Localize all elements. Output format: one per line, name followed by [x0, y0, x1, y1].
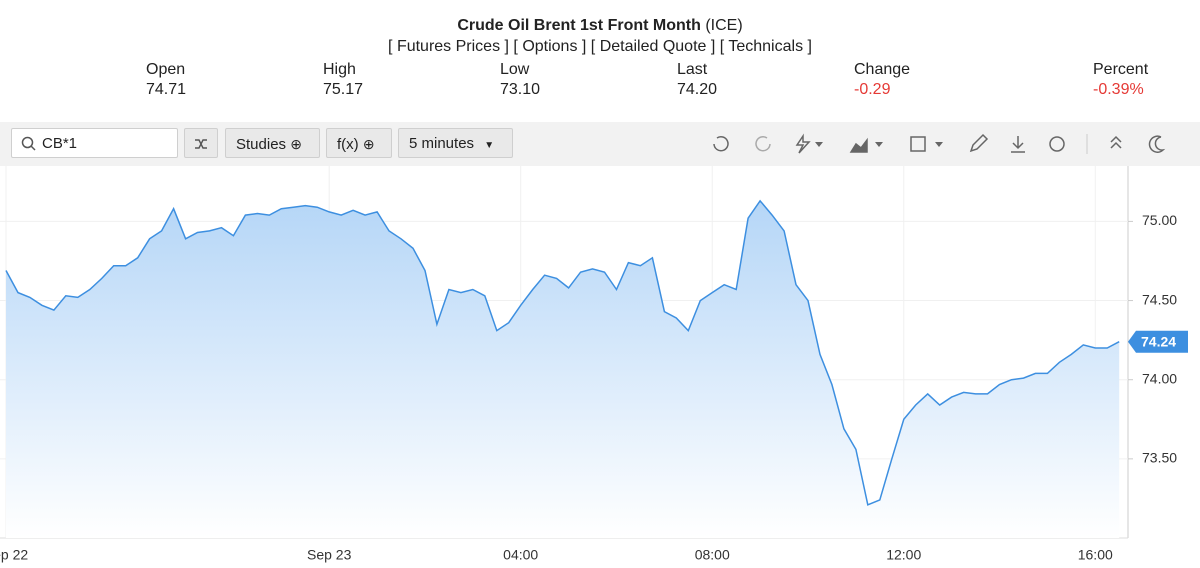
last-price-tag: [1128, 330, 1188, 353]
theme-icon[interactable]: [1148, 135, 1166, 153]
x-tick-label: 16:00: [1078, 547, 1113, 563]
function-button[interactable]: f(x) ⊕: [326, 128, 392, 158]
studies-button[interactable]: Studies ⊕: [225, 128, 320, 158]
y-tick-label: 74.00: [1142, 370, 1177, 386]
layout-icon[interactable]: [910, 136, 926, 152]
chart-type-icon[interactable]: [849, 137, 868, 153]
line: [5, 199, 1120, 506]
interval-button[interactable]: 5 minutes ▼: [398, 128, 513, 158]
last-price-label: 74.24: [1141, 333, 1176, 349]
x-tick-label: 12:00: [886, 547, 921, 563]
stat: Percent -0.39%: [1093, 60, 1148, 100]
stat-label: Low: [500, 61, 530, 78]
stat-value: 74.20: [677, 81, 718, 98]
redo-icon[interactable]: [755, 136, 771, 152]
y-tick-label: 73.50: [1142, 450, 1177, 466]
download-icon[interactable]: [1011, 136, 1025, 153]
x-tick-label: Sep 22: [0, 547, 28, 563]
x-tick-label: 04:00: [503, 547, 538, 563]
x-tick-label: Sep 23: [307, 547, 352, 563]
collapse-icon[interactable]: [1110, 135, 1122, 149]
y-tick-label: 75.00: [1142, 212, 1177, 228]
settings-icon[interactable]: [1049, 136, 1065, 152]
interval: 5 minutes: [409, 135, 475, 152]
toolbar-icons: [713, 133, 1166, 154]
search-icon: [21, 136, 36, 151]
stat: Low 73.10: [500, 60, 540, 100]
exchange: (ICE): [705, 17, 743, 34]
header: Crude Oil Brent 1st Front Month (ICE): [0, 17, 1200, 35]
links: [ Futures Prices ] [ Options ] [ Detaile…: [388, 38, 812, 55]
x-tick-label: 08:00: [695, 547, 730, 563]
studies: Studies: [236, 136, 287, 153]
stat-label: Open: [146, 61, 186, 78]
shuffle-icon: [195, 139, 207, 149]
stat-value: 74.71: [146, 81, 187, 98]
link[interactable]: Futures Prices: [396, 38, 501, 55]
stat-value: -0.39%: [1093, 81, 1144, 98]
symbol: CB*1: [42, 135, 78, 152]
stat: Last 74.20: [677, 60, 717, 100]
stat: Change -0.29: [854, 60, 910, 100]
toolbar: CB*1 Studies ⊕ f(x) ⊕ 5 minutes ▼: [0, 122, 1200, 166]
y-tick-label: 74.50: [1142, 291, 1177, 307]
draw-icon[interactable]: [969, 133, 989, 153]
stat-value: 75.17: [323, 81, 364, 98]
symbol-search[interactable]: CB*1: [11, 128, 178, 158]
stat-label: Last: [677, 61, 708, 78]
area: [6, 200, 1120, 539]
stat-value: -0.29: [854, 81, 891, 98]
stat-label: Change: [854, 61, 911, 78]
link[interactable]: Technicals: [728, 38, 804, 55]
compare-button[interactable]: [184, 128, 218, 158]
function: f(x): [337, 136, 359, 153]
flash-icon[interactable]: [795, 133, 811, 154]
stat: Open 74.71: [146, 60, 186, 100]
link[interactable]: Detailed Quote: [599, 38, 707, 55]
link[interactable]: Options: [522, 38, 578, 55]
stat-label: Percent: [1093, 61, 1149, 78]
stat: High 75.17: [323, 60, 363, 100]
undo-icon[interactable]: [713, 136, 729, 152]
title: Crude Oil Brent 1st Front Month: [457, 17, 701, 34]
stat-label: High: [323, 61, 356, 78]
chart: 73.50 74.00 74.50 75.00 Sep 22 Sep 23 04:00 08:…: [0, 166, 1188, 563]
stat-value: 73.10: [500, 81, 541, 98]
